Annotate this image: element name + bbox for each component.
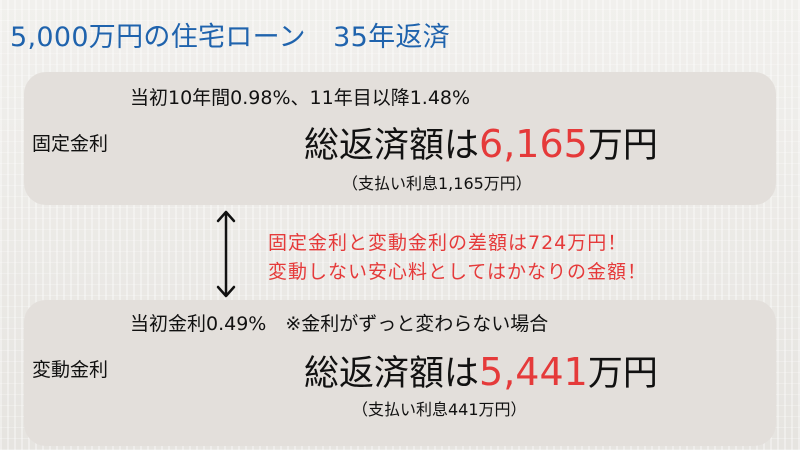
fixed-rate-panel: 当初10年間0.98%、11年目以降1.48% 固定金利 総返済額は6,165万… [24,72,776,205]
variable-rate-label: 変動金利 [32,359,109,381]
difference-note-line-2: 変動しない安心料としてはかなりの金額！ [268,261,648,283]
fixed-total-prefix: 総返済額は [304,126,480,166]
fixed-total-unit: 万円 [587,126,658,166]
variable-rate-total: 総返済額は5,441万円 [304,350,658,396]
variable-total-amount: 5,441 [479,350,588,394]
fixed-rate-total: 総返済額は6,165万円 [304,122,658,168]
fixed-rate-interest: （支払い利息1,165万円） [342,174,532,193]
double-headed-vertical-arrow-icon [216,210,236,298]
variable-total-unit: 万円 [587,354,658,394]
difference-note: 固定金利と変動金利の差額は724万円！ 変動しない安心料としてはかなりの金額！ [268,229,647,287]
difference-note-line-1: 固定金利と変動金利の差額は724万円！ [268,232,628,254]
fixed-total-amount: 6,165 [479,122,588,166]
variable-rate-condition: 当初金利0.49% ※金利がずっと変わらない場合 [130,313,549,335]
variable-rate-interest: （支払い利息441万円） [352,400,527,419]
page-title: 5,000万円の住宅ローン 35年返済 [10,22,451,53]
variable-total-prefix: 総返済額は [304,354,480,394]
fixed-rate-condition: 当初10年間0.98%、11年目以降1.48% [130,87,471,109]
variable-rate-panel: 当初金利0.49% ※金利がずっと変わらない場合 変動金利 総返済額は5,441… [24,300,776,446]
fixed-rate-label: 固定金利 [32,133,109,155]
